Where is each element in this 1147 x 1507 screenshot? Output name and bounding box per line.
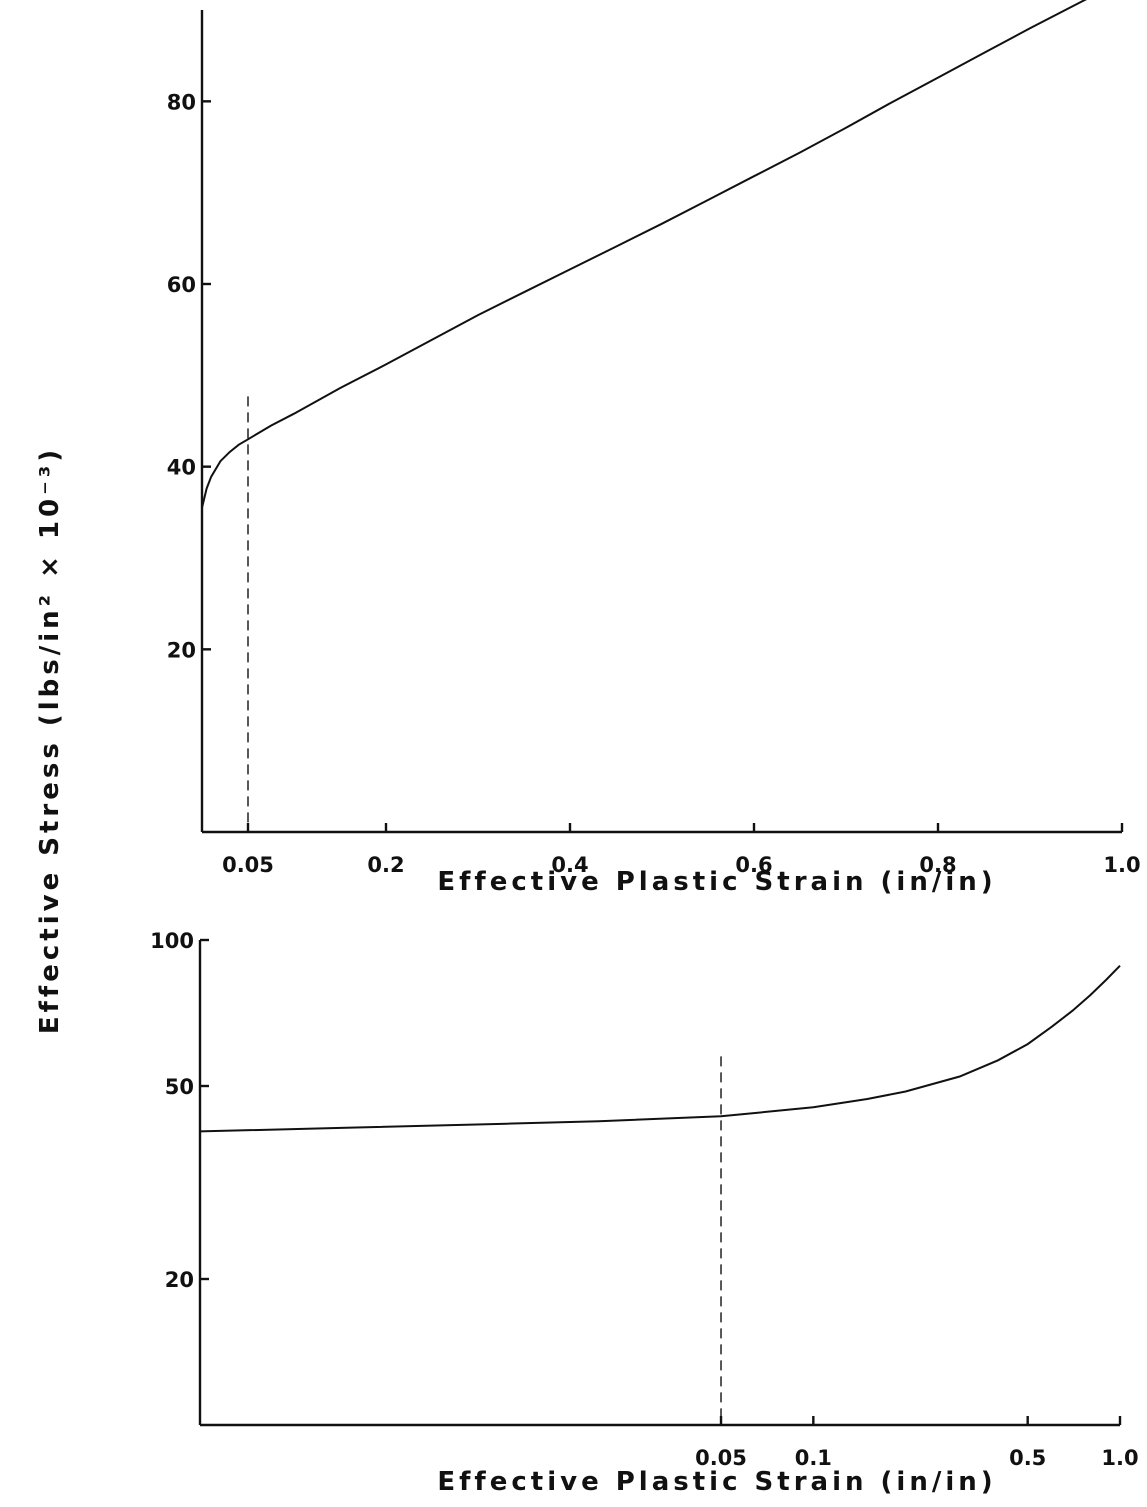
x-tick-label: 0.2 (367, 853, 404, 877)
log-stress-strain-chart: 0.05 0.1 0.5 1.0 20 50 100 Effective Plastic S… (150, 929, 1138, 1497)
series-line (199, 965, 1121, 1133)
x-tick-label: 0.4 (551, 853, 588, 877)
x-tick-label: 0.05 (222, 853, 274, 877)
y-tick-label: 20 (167, 638, 196, 662)
tick-group: 0.05 0.1 0.5 1.0 20 50 100 (150, 929, 1138, 1470)
x-tick-label: 0.5 (1009, 1446, 1046, 1470)
y-tick-label: 20 (165, 1268, 194, 1292)
x-tick-label: 1.0 (1103, 853, 1140, 877)
x-tick-label: 0.05 (695, 1446, 747, 1470)
series-line (201, 0, 1087, 509)
y-axis-title: Effective Stress (lbs/in² × 10⁻³) (35, 446, 65, 1034)
y-tick-label: 100 (150, 929, 194, 953)
y-tick-label: 40 (167, 456, 196, 480)
plot-area (199, 965, 1121, 1425)
linear-stress-strain-chart: 0.05 0.2 0.4 0.6 0.8 1.0 20 40 60 80 Effective Pl… (167, 0, 1141, 897)
x-axis-title: Effective Plastic Strain (in/in) (437, 1467, 996, 1497)
plot-area (201, 0, 1087, 832)
x-tick-label: 1.0 (1101, 1446, 1138, 1470)
x-tick-label: 0.8 (919, 853, 956, 877)
x-axis-title: Effective Plastic Strain (in/in) (437, 867, 996, 897)
y-tick-label: 80 (167, 90, 196, 114)
x-tick-label: 0.6 (735, 853, 772, 877)
tick-group: 0.05 0.2 0.4 0.6 0.8 1.0 20 40 60 80 (167, 90, 1141, 877)
x-tick-label: 0.1 (795, 1446, 832, 1470)
y-tick-label: 60 (167, 273, 196, 297)
y-tick-label: 50 (165, 1075, 194, 1099)
